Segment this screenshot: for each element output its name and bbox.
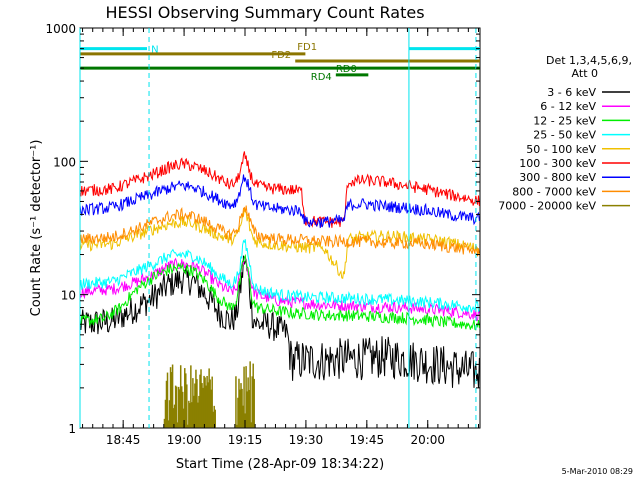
legend-title-line-1: Det 1,3,4,5,6,9,	[546, 54, 632, 67]
x-tick-label: 19:00	[167, 433, 202, 447]
x-tick-label: 20:00	[410, 433, 445, 447]
chart-title: HESSI Observing Summary Count Rates	[105, 3, 424, 22]
axis-ticks: 18:45 19:00 19:15 19:30 19:45 20:00 1 10 100 1000	[45, 22, 480, 447]
x-tick-label: 19:45	[350, 433, 385, 447]
series-line	[79, 253, 480, 331]
x-tick-label: 19:15	[228, 433, 263, 447]
legend-label: 100 - 300 keV	[519, 157, 596, 170]
legend-label: 3 - 6 keV	[547, 86, 596, 99]
x-tick-label: 18:45	[106, 433, 141, 447]
vertical-markers	[79, 28, 477, 428]
flag-label: N	[151, 45, 158, 56]
series-line	[79, 151, 480, 228]
legend-label: 25 - 50 keV	[533, 129, 596, 142]
y-tick-label: 1	[68, 422, 76, 436]
flag-label: FD1	[297, 42, 317, 53]
series-line	[79, 255, 480, 322]
y-tick-label: 100	[53, 155, 76, 169]
y-tick-label: 10	[61, 289, 76, 303]
legend-title-line-2: Att 0	[572, 67, 598, 80]
plot-area: N FD1 FD2 RD0 RD4 18:45 19:00 19:15 19:30 19:45 2…	[45, 22, 481, 447]
legend-label: 300 - 800 keV	[519, 171, 596, 184]
legend-label: 50 - 100 keV	[526, 143, 596, 156]
series-line	[79, 174, 480, 229]
series-line	[79, 205, 480, 257]
y-tick-label: 1000	[45, 22, 76, 36]
legend-label: 7000 - 20000 keV	[498, 200, 596, 213]
x-axis-label: Start Time (28-Apr-09 18:34:22)	[176, 457, 384, 472]
series-line	[79, 255, 480, 389]
flag-label: FD2	[271, 50, 291, 61]
x-tick-label: 19:30	[289, 433, 324, 447]
flag-bars: N FD1 FD2 RD0 RD4	[80, 42, 480, 83]
series-layer	[79, 151, 480, 428]
y-axis-label: Count Rate (s⁻¹ detector⁻¹)	[29, 140, 44, 317]
footer-date: 5-Mar-2010 08:29	[562, 467, 633, 476]
series-line	[79, 207, 480, 280]
legend-label: 12 - 25 keV	[533, 114, 596, 127]
flag-label: RD0	[336, 64, 357, 75]
legend-label: 6 - 12 keV	[540, 100, 596, 113]
flag-label: RD4	[311, 72, 332, 83]
series-line	[79, 239, 480, 313]
legend-label: 800 - 7000 keV	[512, 185, 596, 198]
